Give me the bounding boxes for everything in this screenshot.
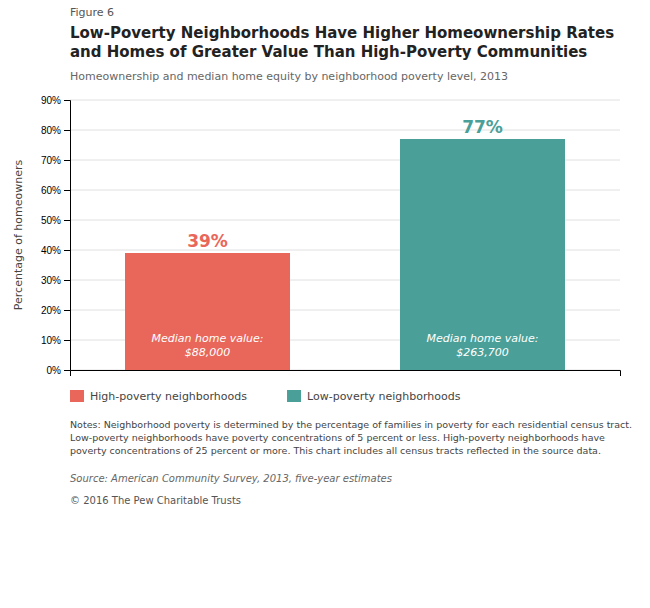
y-tick: 10%: [41, 335, 70, 346]
title-line: Low-Poverty Neighborhoods Have Higher Ho…: [70, 24, 614, 42]
y-tick-label: 0%: [47, 365, 62, 376]
y-tick-mark: [64, 130, 70, 131]
y-tick: 90%: [41, 95, 70, 106]
notes-line: poverty concentrations of 25 percent or …: [70, 445, 601, 456]
bar: [400, 139, 565, 370]
source: Source: American Community Survey, 2013,…: [70, 473, 392, 484]
y-tick: 60%: [41, 185, 70, 196]
y-tick: 70%: [41, 155, 70, 166]
grid-line: [70, 100, 620, 101]
y-tick-mark: [64, 280, 70, 281]
y-tick-mark: [64, 220, 70, 221]
y-axis: 0% 10% 20% 30% 40% 50% 60% 70% 80% 90%: [41, 95, 71, 376]
grid: [70, 100, 620, 370]
figure-label: Figure 6: [70, 6, 114, 19]
y-tick-label: 60%: [41, 185, 61, 196]
y-tick: 40%: [41, 245, 70, 256]
y-tick-mark: [64, 370, 70, 371]
legend-label: Low-poverty neighborhoods: [307, 390, 461, 403]
bar: [125, 253, 290, 370]
y-tick: 80%: [41, 125, 70, 136]
y-axis-title: Percentage of homeowners: [12, 160, 25, 311]
copyright: © 2016 The Pew Charitable Trusts: [70, 495, 241, 506]
bar-annotation-line: $88,000: [185, 346, 231, 359]
y-axis-line: [64, 101, 71, 371]
y-tick-mark: [64, 190, 70, 191]
legend-swatch: [70, 390, 84, 402]
y-tick-label: 40%: [41, 245, 61, 256]
y-tick-label: 10%: [41, 335, 61, 346]
notes-line: Notes: Neighborhood poverty is determine…: [70, 419, 632, 430]
y-tick: 20%: [41, 305, 70, 316]
y-tick-mark: [64, 100, 70, 101]
legend: High-poverty neighborhoods Low-poverty ne…: [70, 390, 461, 403]
y-tick-label: 70%: [41, 155, 61, 166]
x-axis-line: [71, 371, 621, 377]
data-label: 39%: [187, 231, 228, 251]
title-line: and Homes of Greater Value Than High-Pov…: [70, 43, 587, 61]
y-tick-label: 90%: [41, 95, 61, 106]
y-tick-mark: [64, 250, 70, 251]
y-tick-label: 50%: [41, 215, 61, 226]
title: Low-Poverty Neighborhoods Have Higher Ho…: [70, 24, 614, 61]
bar-annotation-line: Median home value:: [152, 332, 264, 345]
legend-label: High-poverty neighborhoods: [90, 390, 247, 403]
y-tick-mark: [64, 160, 70, 161]
bar-annotation-line: $263,700: [456, 346, 509, 359]
y-tick-label: 20%: [41, 305, 61, 316]
y-tick: 30%: [41, 275, 70, 286]
notes: Notes: Neighborhood poverty is determine…: [70, 419, 632, 456]
y-tick-label: 80%: [41, 125, 61, 136]
y-tick-label: 30%: [41, 275, 61, 286]
y-tick: 50%: [41, 215, 70, 226]
bar-annotation-line: Median home value:: [427, 332, 539, 345]
y-tick-mark: [64, 340, 70, 341]
bar-annotation: Median home value:$263,700: [427, 332, 539, 359]
bar-annotation: Median home value:$88,000: [152, 332, 264, 359]
bars: [125, 139, 565, 370]
legend-item: Low-poverty neighborhoods: [287, 390, 461, 403]
subtitle: Homeownership and median home equity by …: [70, 70, 508, 83]
y-tick-mark: [64, 310, 70, 311]
legend-item: High-poverty neighborhoods: [70, 390, 247, 403]
grid-line: [70, 130, 620, 131]
notes-line: Low-poverty neighborhoods have poverty c…: [70, 432, 605, 443]
x-axis: [71, 371, 621, 377]
data-label: 77%: [462, 117, 503, 137]
y-tick: 0%: [47, 365, 70, 376]
legend-swatch: [287, 390, 301, 402]
chart: Figure 6 Low-Poverty Neighborhoods Have H…: [0, 0, 650, 608]
